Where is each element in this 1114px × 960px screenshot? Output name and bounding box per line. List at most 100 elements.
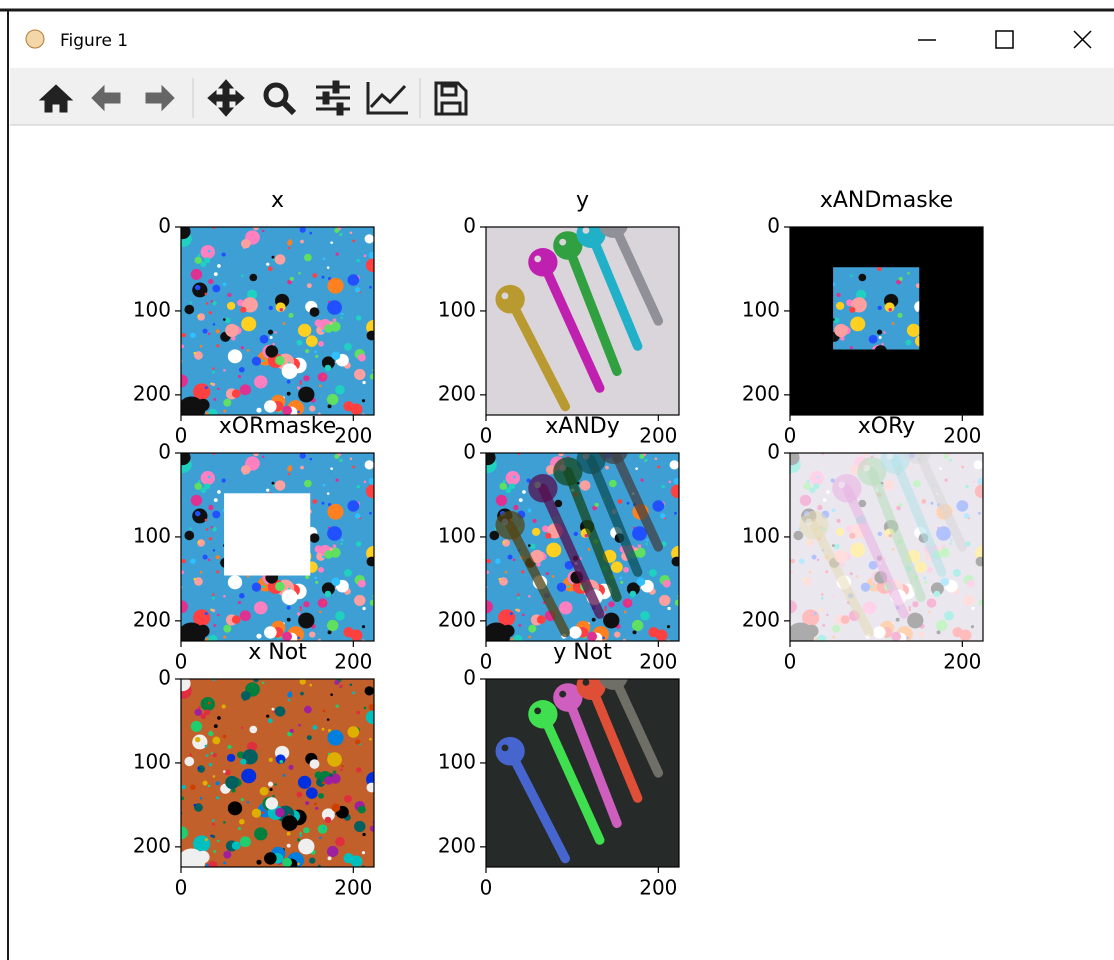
balloon: [211, 608, 216, 613]
balloon: [495, 558, 501, 564]
balloon: [256, 407, 262, 413]
balloon: [222, 770, 226, 773]
balloon: [204, 292, 208, 296]
balloon: [317, 598, 328, 608]
balloon: [870, 585, 874, 589]
balloon: [594, 502, 599, 507]
balloon: [269, 787, 273, 791]
balloon: [223, 624, 232, 633]
balloon: [200, 713, 207, 720]
balloon: [297, 862, 300, 866]
balloon: [974, 484, 983, 499]
key-head: [495, 736, 525, 766]
balloon: [909, 465, 913, 470]
balloon: [318, 566, 324, 573]
balloon: [326, 266, 330, 269]
balloon: [212, 736, 221, 745]
balloon: [335, 385, 345, 395]
balloon: [527, 544, 531, 547]
balloon: [335, 252, 339, 256]
balloon: [299, 227, 306, 233]
balloon: [327, 503, 332, 507]
balloon: [486, 453, 496, 466]
balloon: [368, 703, 374, 711]
balloon: [604, 608, 608, 611]
subplot-title: y: [576, 188, 589, 213]
balloon: [221, 478, 226, 483]
balloon: [526, 478, 531, 483]
balloon: [303, 705, 312, 714]
balloon: [289, 276, 294, 281]
balloon: [850, 316, 866, 332]
balloon: [849, 532, 856, 539]
balloon: [181, 344, 185, 349]
balloon: [204, 709, 211, 716]
balloon: [190, 720, 203, 732]
balloon: [334, 228, 340, 233]
balloon: [914, 561, 927, 573]
close-button[interactable]: [1073, 30, 1092, 49]
balloon: [855, 289, 867, 300]
key-hole: [534, 481, 542, 489]
zoom-button[interactable]: [263, 82, 297, 116]
x-tick-label: 200: [639, 876, 677, 900]
back-button[interactable]: [91, 84, 121, 112]
y-tick-label: 0: [767, 440, 780, 464]
balloon: [266, 262, 270, 266]
forward-button[interactable]: [145, 84, 175, 112]
balloon: [213, 849, 217, 853]
edit-axes-button[interactable]: [366, 82, 408, 115]
balloon: [322, 375, 326, 378]
axes-frame: [485, 678, 680, 868]
balloon: [528, 595, 531, 598]
balloon: [241, 768, 257, 784]
balloon: [211, 834, 216, 839]
balloon: [297, 775, 312, 789]
balloon: [194, 284, 201, 291]
balloon: [522, 613, 525, 617]
key-hole: [559, 238, 567, 246]
balloon: [261, 681, 265, 685]
balloon: [326, 619, 339, 632]
pan-button[interactable]: [207, 79, 245, 117]
key-head: [553, 457, 583, 486]
balloon: [282, 322, 286, 325]
balloon: [274, 706, 286, 717]
balloon: [207, 701, 211, 705]
balloon: [266, 488, 270, 492]
balloon: [312, 725, 318, 730]
balloon: [300, 465, 304, 470]
balloon: [347, 274, 360, 286]
balloon: [217, 716, 221, 720]
balloon: [949, 542, 952, 546]
balloon: [632, 526, 647, 541]
x-tick-label: 0: [784, 650, 797, 674]
balloon: [603, 612, 620, 629]
balloon: [862, 453, 868, 457]
y-tick-label: 200: [438, 381, 476, 405]
balloon: [863, 601, 877, 615]
balloon: [322, 555, 326, 559]
balloon: [217, 490, 221, 494]
balloon: [608, 479, 617, 488]
balloon: [261, 585, 265, 589]
key-blade: [809, 520, 875, 638]
balloon: [930, 582, 944, 596]
configure-button[interactable]: [316, 80, 350, 116]
balloon: [282, 405, 292, 416]
balloon: [340, 684, 344, 688]
save-button[interactable]: [434, 81, 468, 116]
maximize-button[interactable]: [995, 30, 1014, 49]
balloon: [354, 287, 361, 293]
x-tick-label: 0: [480, 876, 493, 900]
balloon: [181, 559, 186, 564]
balloon: [324, 364, 332, 372]
balloon: [194, 510, 201, 517]
balloon: [253, 453, 259, 457]
balloon: [927, 566, 933, 573]
balloon: [516, 608, 521, 613]
balloon: [327, 277, 332, 281]
balloon: [906, 636, 909, 640]
balloon: [222, 282, 227, 287]
home-button[interactable]: [38, 84, 74, 113]
